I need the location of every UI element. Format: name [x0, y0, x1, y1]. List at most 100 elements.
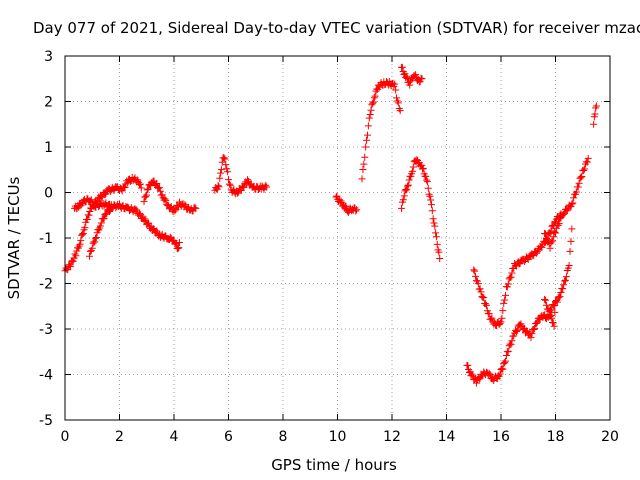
data-point	[552, 298, 559, 306]
data-point	[172, 239, 180, 247]
data-point	[435, 248, 443, 256]
y-tick-label: -1	[39, 231, 53, 247]
series-arc-e	[211, 154, 271, 198]
y-tick-label: 3	[44, 49, 53, 65]
data-point	[101, 190, 109, 198]
data-point	[548, 222, 556, 230]
data-point	[583, 158, 591, 166]
data-point	[422, 172, 430, 180]
data-point	[83, 216, 91, 224]
data-point	[562, 205, 570, 213]
data-point	[96, 222, 104, 230]
data-point	[71, 250, 79, 258]
data-point	[494, 371, 502, 379]
series-arc-i	[398, 156, 444, 262]
data-point	[577, 173, 585, 181]
data-point	[87, 196, 95, 204]
data-point	[423, 178, 431, 186]
data-point	[464, 361, 472, 369]
data-point	[488, 314, 496, 322]
data-point	[546, 312, 554, 320]
data-point	[551, 308, 559, 316]
data-point	[487, 315, 495, 323]
data-point	[430, 219, 438, 227]
data-point	[66, 262, 74, 270]
data-point	[560, 281, 568, 289]
data-point	[480, 294, 488, 302]
data-point	[578, 172, 586, 180]
data-point	[483, 307, 491, 315]
data-point	[363, 136, 371, 144]
series-arc-f	[332, 192, 361, 216]
data-point	[570, 194, 578, 202]
chart-title: Day 077 of 2021, Sidereal Day-to-day VTE…	[33, 19, 640, 37]
data-point	[337, 197, 345, 205]
data-point	[142, 193, 150, 201]
data-point	[482, 300, 490, 308]
series-arc-j	[463, 225, 576, 387]
data-point	[391, 80, 399, 88]
data-point	[191, 204, 199, 212]
data-point	[404, 182, 412, 190]
data-point	[552, 229, 559, 237]
data-point	[171, 207, 179, 215]
data-point	[223, 165, 231, 173]
series-arc-g	[358, 77, 404, 183]
data-point	[92, 233, 100, 241]
data-point	[499, 365, 507, 373]
data-point	[474, 280, 482, 288]
data-point	[162, 196, 170, 204]
data-point	[358, 175, 366, 183]
data-point	[574, 183, 582, 191]
data-point	[569, 199, 577, 207]
axis-ticks	[64, 55, 611, 421]
data-point	[510, 332, 518, 340]
data-point	[419, 164, 427, 172]
data-point	[497, 318, 505, 326]
data-point	[567, 237, 575, 245]
data-point	[429, 215, 437, 223]
data-point	[362, 143, 370, 151]
data-point	[120, 183, 128, 191]
data-point	[576, 174, 584, 182]
x-tick-label: 20	[601, 429, 619, 445]
data-point	[432, 233, 440, 241]
x-tick-label: 0	[61, 429, 70, 445]
data-point	[149, 225, 157, 233]
data-point	[240, 183, 248, 191]
data-point	[556, 293, 564, 301]
data-point	[163, 201, 171, 209]
data-point	[262, 181, 270, 189]
data-point	[584, 154, 592, 162]
data-point	[485, 310, 493, 318]
grid	[65, 56, 610, 420]
data-point	[504, 280, 512, 288]
data-point	[555, 219, 563, 227]
data-point	[136, 180, 144, 188]
data-point	[592, 104, 600, 112]
data-point	[496, 370, 504, 378]
data-point	[505, 275, 513, 283]
data-point	[566, 247, 574, 255]
data-point	[508, 269, 516, 277]
series-arc-d	[140, 177, 200, 216]
data-point	[192, 204, 200, 212]
data-point	[399, 196, 407, 204]
data-point	[353, 206, 361, 214]
data-point	[389, 79, 397, 87]
data-point	[398, 204, 406, 212]
y-tick-label: 2	[44, 95, 53, 111]
data-point	[352, 207, 360, 215]
data-point	[131, 205, 139, 213]
x-tick-label: 8	[279, 429, 288, 445]
data-point	[551, 228, 559, 236]
data-point	[542, 230, 550, 238]
x-tick-label: 14	[438, 429, 456, 445]
data-point	[77, 236, 85, 244]
data-point	[546, 244, 554, 252]
data-point	[72, 252, 80, 260]
data-point	[102, 190, 110, 198]
data-point	[568, 200, 576, 208]
data-point	[507, 340, 515, 348]
y-tick-label: 1	[44, 140, 53, 156]
